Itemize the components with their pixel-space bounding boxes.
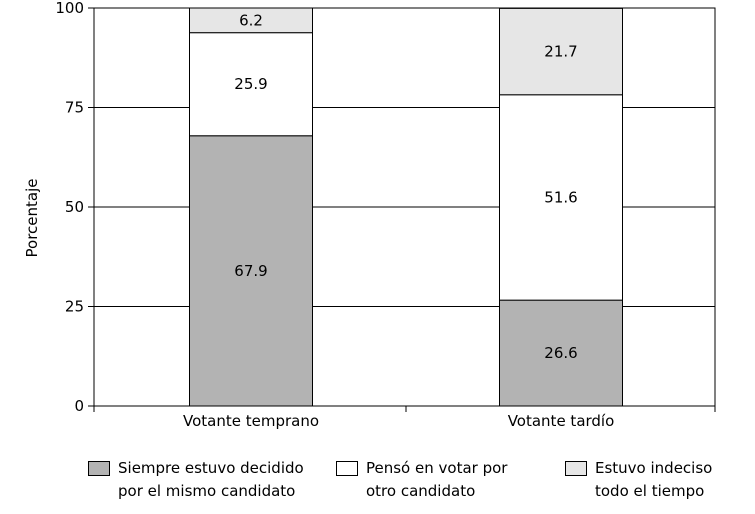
data-label-0-1: 25.9 — [234, 75, 267, 93]
legend-label-penso: Pensó en votar por otro candidato — [366, 459, 508, 500]
data-label-1-1: 51.6 — [544, 188, 577, 206]
legend-item-decidido: Siempre estuvo decidido por el mismo can… — [88, 457, 304, 503]
x-category-label-1: Votante tardío — [508, 412, 615, 430]
legend: Siempre estuvo decidido por el mismo can… — [0, 457, 755, 507]
chart: 67.9 25.9 6.2 26.6 51.6 21.7 0 25 50 75 100 Votant… — [23, 0, 716, 430]
legend-label-indeciso: Estuvo indeciso todo el tiempo — [595, 459, 713, 500]
axes: 0 25 50 75 100 Votante temprano Votante tardío — [55, 0, 716, 430]
legend-swatch-decidido — [88, 461, 110, 476]
legend-item-penso: Pensó en votar por otro candidato — [336, 457, 507, 503]
y-tick-label-100: 100 — [55, 0, 84, 17]
y-tick-label-75: 75 — [65, 99, 84, 117]
bar-segment-0-0 — [189, 135, 313, 407]
data-label-0-0: 67.9 — [234, 262, 267, 280]
y-tick-label-25: 25 — [65, 298, 84, 316]
legend-item-indeciso: Estuvo indeciso todo el tiempo — [565, 457, 712, 503]
bar-segment-0-2 — [189, 7, 313, 34]
data-label-1-2: 21.7 — [544, 43, 577, 61]
y-tick-label-50: 50 — [65, 198, 84, 216]
legend-label-decidido: Siempre estuvo decidido por el mismo can… — [118, 459, 304, 500]
data-label-0-2: 6.2 — [239, 11, 263, 29]
bars: 67.9 25.9 6.2 26.6 51.6 21.7 — [189, 7, 623, 407]
y-axis-label: Porcentaje — [23, 179, 41, 258]
data-label-1-0: 26.6 — [544, 344, 577, 362]
legend-swatch-indeciso — [565, 461, 587, 476]
x-category-label-0: Votante temprano — [183, 412, 319, 430]
bar-segment-1-1 — [499, 94, 623, 301]
legend-swatch-penso — [336, 461, 358, 476]
y-tick-label-0: 0 — [74, 397, 84, 415]
